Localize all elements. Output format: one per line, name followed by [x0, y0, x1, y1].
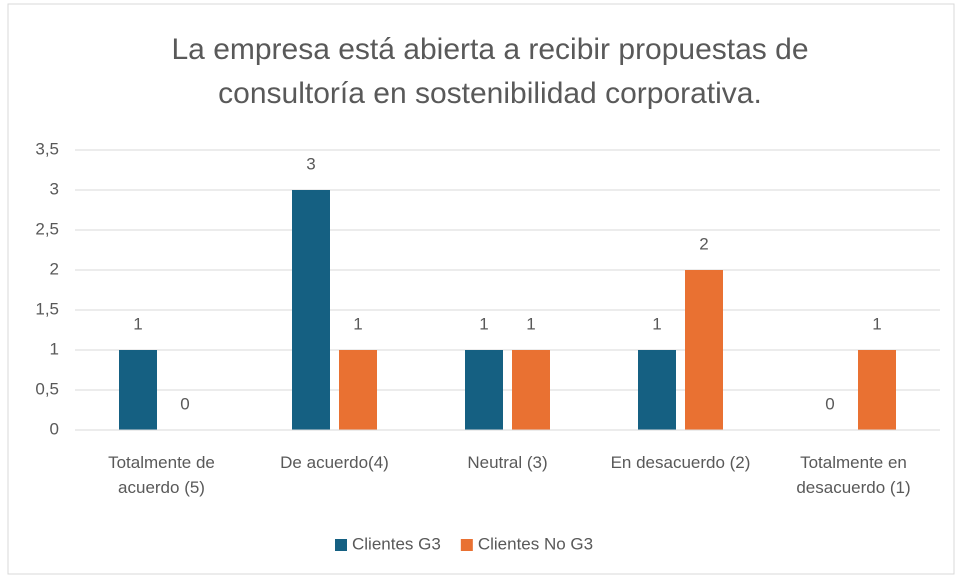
chart-title: La empresa está abierta a recibir propue… — [171, 33, 809, 110]
y-tick-label: 3 — [50, 179, 59, 198]
x-tick-label: Totalmente de acuerdo (5) — [108, 453, 215, 497]
y-tick-label: 3,5 — [35, 139, 59, 158]
y-tick-label: 2 — [50, 259, 59, 278]
data-label: 1 — [133, 314, 142, 333]
data-label: 0 — [825, 394, 834, 413]
x-tick-label: Totalmente en desacuerdo (1) — [796, 453, 911, 497]
y-tick-label: 2,5 — [35, 219, 59, 238]
y-tick-label: 0,5 — [35, 379, 59, 398]
bar — [685, 270, 723, 430]
data-label: 1 — [526, 314, 535, 333]
y-tick-label: 0 — [50, 419, 59, 438]
bar — [119, 350, 157, 430]
x-tick-label: En desacuerdo (2) — [610, 453, 751, 472]
data-label: 3 — [306, 154, 315, 173]
y-tick-label: 1 — [50, 339, 59, 358]
legend-label: Clientes G3 — [352, 534, 441, 553]
data-label: 1 — [872, 314, 881, 333]
bar — [465, 350, 503, 430]
legend-swatch — [460, 539, 473, 551]
x-tick-label: Neutral (3) — [467, 453, 548, 472]
data-label: 1 — [353, 314, 362, 333]
data-label: 1 — [479, 314, 488, 333]
data-label: 0 — [180, 394, 189, 413]
bar — [512, 350, 550, 430]
legend-swatch — [335, 539, 347, 551]
legend-label: Clientes No G3 — [478, 534, 593, 553]
x-tick-label: De acuerdo(4) — [280, 453, 389, 472]
y-tick-label: 1,5 — [35, 299, 59, 318]
bar — [858, 350, 896, 430]
data-label: 2 — [699, 234, 708, 253]
data-label: 1 — [652, 314, 661, 333]
bar — [638, 350, 676, 430]
chart-border — [7, 3, 955, 575]
bar — [339, 350, 377, 430]
bar — [292, 190, 330, 430]
